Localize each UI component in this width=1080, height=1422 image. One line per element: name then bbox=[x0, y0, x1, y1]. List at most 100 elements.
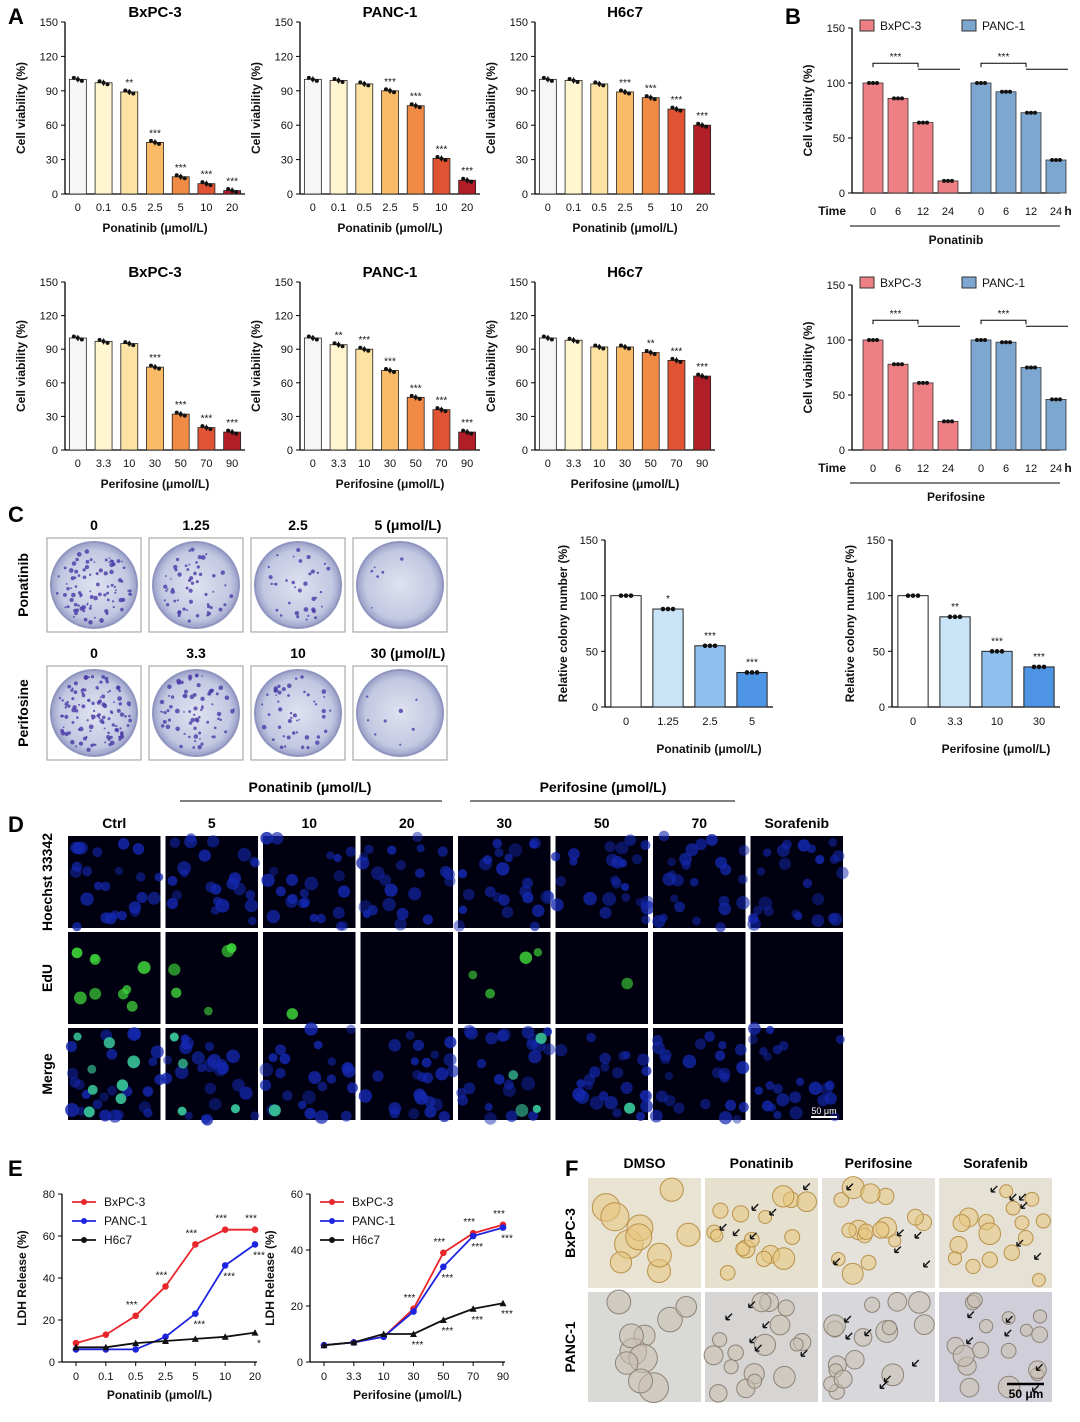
nucleus bbox=[388, 1039, 401, 1052]
cell bbox=[908, 1291, 931, 1314]
colony bbox=[62, 592, 67, 597]
colony bbox=[116, 728, 119, 731]
chart-title: PANC-1 bbox=[363, 4, 418, 21]
colony bbox=[163, 711, 167, 715]
colony bbox=[73, 576, 77, 579]
colony-chart-1: 0 50 100 150 0 3.3 ** 10 *** 30 *** Perifosine (μmo… bbox=[843, 535, 1060, 756]
edu-nucleus bbox=[177, 1058, 188, 1069]
colony bbox=[95, 572, 99, 576]
plate-header: 3.3 bbox=[186, 645, 206, 661]
data-point bbox=[192, 1310, 199, 1317]
colony bbox=[220, 570, 225, 575]
nucleus bbox=[74, 1079, 85, 1091]
x-axis-label: Ponatinib (μmol/L) bbox=[107, 1388, 212, 1402]
data-point bbox=[362, 347, 367, 352]
data-point bbox=[336, 78, 341, 83]
colony bbox=[101, 675, 106, 679]
edu-nucleus bbox=[126, 1000, 138, 1012]
data-point bbox=[132, 1346, 139, 1353]
nucleus bbox=[599, 906, 612, 919]
data-point bbox=[230, 188, 235, 193]
x-tick-label: 0 bbox=[75, 202, 81, 214]
bracket-stars: *** bbox=[998, 52, 1010, 63]
cell bbox=[965, 1258, 981, 1275]
colony bbox=[109, 735, 113, 739]
cell bbox=[952, 1214, 971, 1233]
colony bbox=[275, 608, 279, 612]
row-label: Ponatinib bbox=[15, 553, 31, 617]
bar bbox=[995, 341, 1017, 451]
nucleus bbox=[200, 1114, 211, 1124]
nucleus bbox=[773, 1110, 782, 1120]
colony bbox=[206, 602, 210, 606]
significance-stars: *** bbox=[384, 356, 396, 367]
data-point bbox=[131, 343, 136, 348]
colony bbox=[128, 718, 133, 723]
cell bbox=[1000, 1342, 1017, 1359]
data-point bbox=[131, 91, 136, 96]
colony bbox=[278, 707, 283, 712]
nucleus bbox=[652, 1035, 663, 1046]
data-point bbox=[1008, 340, 1012, 345]
data-point bbox=[392, 369, 396, 374]
data-point bbox=[979, 338, 983, 342]
cell bbox=[753, 1333, 777, 1356]
cell bbox=[1031, 1326, 1049, 1343]
colony bbox=[281, 687, 286, 692]
cell bbox=[1035, 1213, 1051, 1229]
data-point bbox=[892, 362, 896, 367]
data-point bbox=[623, 89, 627, 94]
y-axis-label: Cell viability (%) bbox=[14, 62, 28, 154]
colony bbox=[289, 711, 293, 715]
data-point bbox=[440, 1249, 447, 1257]
colony bbox=[92, 709, 96, 713]
colony bbox=[210, 688, 214, 693]
nucleus bbox=[416, 844, 425, 853]
colony bbox=[196, 565, 200, 569]
data-point bbox=[105, 82, 110, 87]
nucleus bbox=[641, 915, 651, 925]
column-label: Sorafenib bbox=[963, 1155, 1028, 1171]
data-point bbox=[101, 80, 106, 85]
y-tick-label: 30 bbox=[516, 411, 528, 423]
bar bbox=[538, 78, 557, 195]
y-axis-label: LDH Release (%) bbox=[15, 1230, 29, 1325]
column-label: Sorafenib bbox=[764, 815, 829, 831]
nucleus bbox=[430, 1050, 440, 1059]
x-tick-label: 0.1 bbox=[331, 202, 346, 214]
nucleus bbox=[586, 1032, 596, 1043]
nucleus bbox=[384, 883, 398, 897]
colony bbox=[64, 706, 68, 709]
data-point bbox=[71, 75, 76, 80]
bar bbox=[693, 124, 712, 195]
cell bbox=[1003, 1244, 1020, 1261]
nucleus bbox=[694, 1038, 707, 1050]
x-axis-label: Perifosine (μmol/L) bbox=[571, 477, 680, 491]
legend-marker bbox=[81, 1218, 87, 1224]
data-point bbox=[204, 181, 209, 186]
significance-stars: *** bbox=[461, 166, 473, 177]
data-point bbox=[469, 431, 474, 436]
colony bbox=[71, 697, 75, 701]
arrow-marker bbox=[751, 1203, 759, 1211]
colony bbox=[99, 680, 103, 684]
data-point bbox=[917, 120, 921, 125]
nucleus bbox=[186, 833, 197, 844]
y-tick-label: 120 bbox=[510, 51, 528, 63]
significance-stars: *** bbox=[175, 400, 187, 411]
colony bbox=[81, 604, 86, 610]
nucleus bbox=[317, 1081, 328, 1092]
nucleus bbox=[443, 868, 455, 881]
nucleus bbox=[624, 834, 637, 846]
colony bbox=[128, 714, 131, 718]
x-tick-label: 90 bbox=[226, 458, 238, 470]
x-tick-label: 1.25 bbox=[657, 716, 678, 728]
colony bbox=[89, 590, 92, 593]
nucleus bbox=[286, 873, 299, 886]
data-point bbox=[628, 593, 634, 598]
nucleus bbox=[387, 845, 397, 855]
nucleus bbox=[765, 1025, 775, 1035]
colony bbox=[118, 689, 122, 693]
x-tick-label: 10 bbox=[219, 1371, 231, 1383]
significance-stars: *** bbox=[245, 1214, 257, 1225]
